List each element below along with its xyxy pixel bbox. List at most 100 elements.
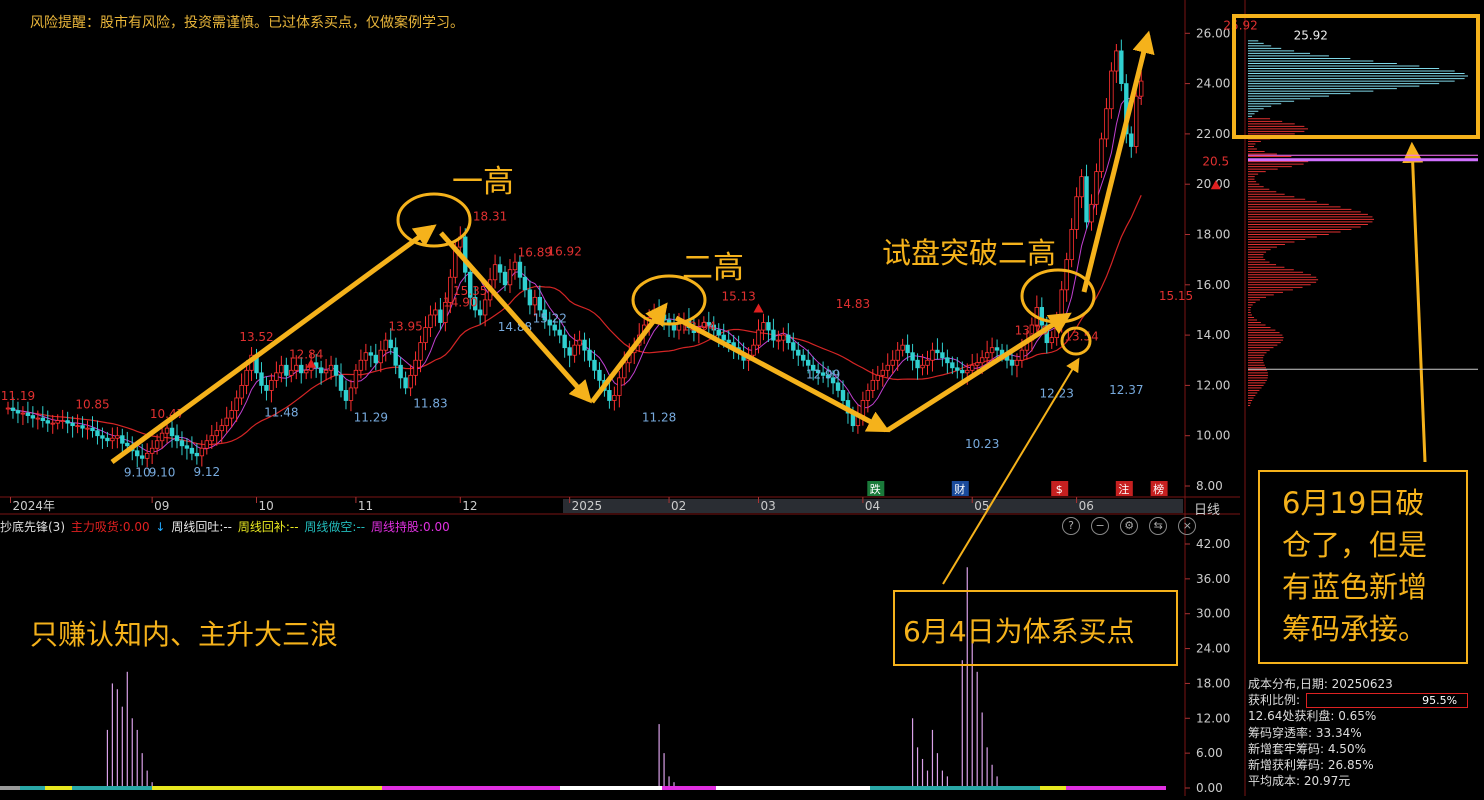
candle-body (711, 324, 716, 331)
settings-icon[interactable]: ⚙ (1120, 517, 1139, 535)
candle-body (15, 410, 21, 414)
price-label: 25.92 (1223, 18, 1257, 32)
candle-body (100, 435, 105, 439)
candle-body (820, 372, 826, 376)
candle-body (383, 339, 388, 351)
chip-line: 新增获利筹码: 26.85% (1248, 758, 1374, 773)
candle-body (781, 334, 786, 341)
help-icon[interactable]: ? (1062, 517, 1080, 535)
candle-body (30, 415, 36, 419)
candle-body (194, 452, 200, 457)
candle-body (502, 271, 508, 286)
candle-body (5, 407, 11, 410)
indicator-item: 周线回吐:-- (171, 520, 233, 534)
indicator-strip (270, 786, 382, 790)
candle-body (756, 329, 761, 346)
indicator-name: 抄底先锋(3) (0, 520, 65, 534)
candle-body (577, 339, 582, 346)
y-tick-label: 10.00 (1196, 429, 1230, 443)
note-line: 有蓝色新增 (1282, 570, 1428, 604)
candle-body (1094, 171, 1099, 205)
chip-line: 新增套牢筹码: 4.50% (1248, 741, 1366, 756)
candle-body (433, 309, 438, 316)
candle-body (463, 236, 468, 273)
candle-body (139, 455, 145, 459)
note-line: 仓了，但是 (1282, 528, 1428, 562)
candle-body (214, 430, 219, 437)
price-label: 16.89 (518, 245, 552, 259)
candle-body (1099, 138, 1104, 173)
price-label: 11.83 (413, 397, 447, 411)
candle-body (209, 435, 214, 442)
price-label: 14.90 (443, 295, 477, 309)
candle-body (607, 390, 612, 401)
candle-body (552, 324, 557, 331)
x-tick-label: 04 (865, 499, 880, 513)
candle-body (517, 261, 523, 278)
candle-body (184, 445, 190, 449)
candle-body (766, 322, 771, 331)
candle-body (522, 276, 528, 291)
swap-icon[interactable]: ⇆ (1149, 517, 1168, 535)
price-label: 15.13 (721, 290, 755, 304)
candle-body (189, 447, 195, 454)
candle-body (85, 427, 90, 430)
candle-body (179, 440, 185, 447)
event-tag-bg (1150, 481, 1168, 496)
candle-body (363, 352, 369, 361)
candle-body (259, 372, 264, 386)
candle-body (537, 296, 543, 311)
x-tick-label: 2025 (572, 499, 603, 513)
close-icon[interactable]: × (1178, 517, 1197, 535)
event-tag: 注 (1118, 482, 1129, 496)
candle-body (612, 395, 617, 401)
price-label: 25.92 (1294, 28, 1328, 42)
indicator-item: 周线持股:0.00 (370, 520, 450, 534)
indicator-item: 周线做空:-- (304, 520, 366, 534)
event-tag-bg (1115, 481, 1133, 496)
profit-ratio-bar: 95.5% (1306, 693, 1469, 709)
candle-body (20, 412, 26, 415)
signal-marker (1210, 180, 1221, 190)
candle-body (671, 324, 677, 331)
annotation-high2: 二高 (682, 250, 744, 286)
price-label: 12.99 (806, 368, 840, 382)
highlight-circle (1020, 268, 1096, 324)
candle-body (1069, 229, 1074, 261)
candle-body (289, 369, 294, 376)
candle-body (1109, 70, 1114, 110)
candle-body (45, 420, 50, 424)
candle-body (274, 372, 279, 381)
candle-body (423, 327, 428, 344)
candle-body (527, 289, 533, 306)
candle-body (761, 322, 766, 331)
candle-body (597, 369, 602, 381)
candle-body (358, 359, 364, 371)
trend-arrow (674, 315, 890, 433)
candle-body (154, 440, 160, 449)
candle-body (264, 384, 269, 391)
candle-body (1139, 80, 1144, 97)
candle-body (974, 362, 980, 366)
timeframe-label[interactable]: 日线 (1194, 503, 1221, 518)
candle-body (880, 369, 885, 376)
x-tick-label: 10 (259, 499, 274, 513)
x-tick-label: 03 (761, 499, 776, 513)
highlight-circle (1060, 326, 1092, 356)
candle-body (477, 309, 483, 316)
chip-highlight-box (1232, 14, 1480, 139)
candle-body (810, 364, 816, 371)
y-tick-label: 18.00 (1196, 676, 1230, 690)
chip-distribution-panel: 成本分布,日期: 20250623 获利比例: 95.5% 12.64处获利盘: … (1248, 676, 1469, 789)
candle-body (284, 364, 289, 376)
candle-body (239, 384, 244, 399)
candle-body (572, 344, 577, 356)
indicator-strip (1066, 786, 1166, 790)
zoom-out-icon[interactable]: − (1091, 517, 1110, 535)
candle-body (930, 349, 935, 361)
price-label: 10.23 (965, 437, 999, 451)
buy-point-text: 6月4日为体系买点 (903, 615, 1135, 648)
candle-body (10, 407, 16, 411)
candle-body (40, 417, 45, 422)
price-label: 18.31 (473, 210, 507, 224)
